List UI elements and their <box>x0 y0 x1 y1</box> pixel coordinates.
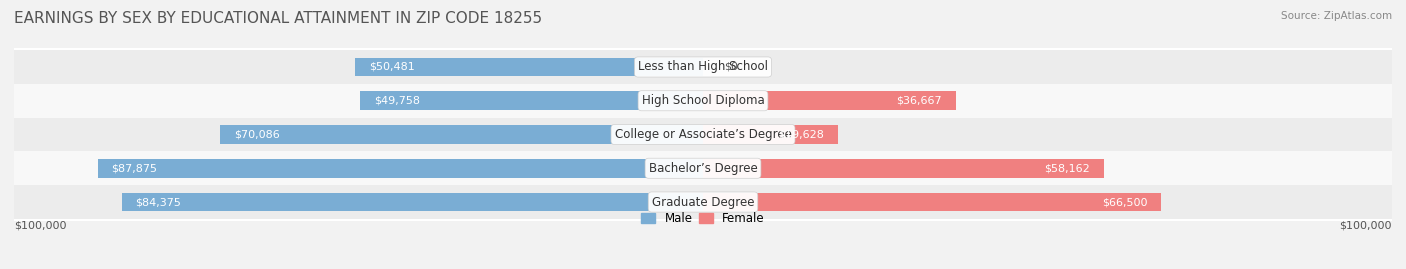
Text: $100,000: $100,000 <box>1340 221 1392 231</box>
Bar <box>122 193 703 211</box>
Text: $100,000: $100,000 <box>14 221 66 231</box>
Bar <box>703 125 838 144</box>
Bar <box>14 84 1392 118</box>
Text: College or Associate’s Degree: College or Associate’s Degree <box>614 128 792 141</box>
Text: $87,875: $87,875 <box>111 163 157 173</box>
Bar <box>703 159 1104 178</box>
Bar <box>703 91 956 110</box>
Bar <box>14 151 1392 185</box>
Text: $19,628: $19,628 <box>779 129 824 140</box>
Text: High School Diploma: High School Diploma <box>641 94 765 107</box>
Bar <box>14 118 1392 151</box>
Text: $70,086: $70,086 <box>233 129 280 140</box>
Text: Less than High School: Less than High School <box>638 61 768 73</box>
Text: $66,500: $66,500 <box>1102 197 1147 207</box>
Text: $36,667: $36,667 <box>896 96 942 106</box>
Text: EARNINGS BY SEX BY EDUCATIONAL ATTAINMENT IN ZIP CODE 18255: EARNINGS BY SEX BY EDUCATIONAL ATTAINMEN… <box>14 11 543 26</box>
Bar <box>14 50 1392 84</box>
Text: $50,481: $50,481 <box>368 62 415 72</box>
Text: $0: $0 <box>724 62 738 72</box>
Text: Graduate Degree: Graduate Degree <box>652 196 754 208</box>
Bar <box>360 91 703 110</box>
Text: $58,162: $58,162 <box>1045 163 1090 173</box>
Bar <box>14 185 1392 219</box>
Text: Bachelor’s Degree: Bachelor’s Degree <box>648 162 758 175</box>
Bar <box>703 193 1161 211</box>
Text: $49,758: $49,758 <box>374 96 420 106</box>
Text: Source: ZipAtlas.com: Source: ZipAtlas.com <box>1281 11 1392 21</box>
Text: $84,375: $84,375 <box>135 197 181 207</box>
Bar <box>97 159 703 178</box>
Legend: Male, Female: Male, Female <box>637 208 769 228</box>
Bar <box>221 125 703 144</box>
Bar <box>356 58 703 76</box>
